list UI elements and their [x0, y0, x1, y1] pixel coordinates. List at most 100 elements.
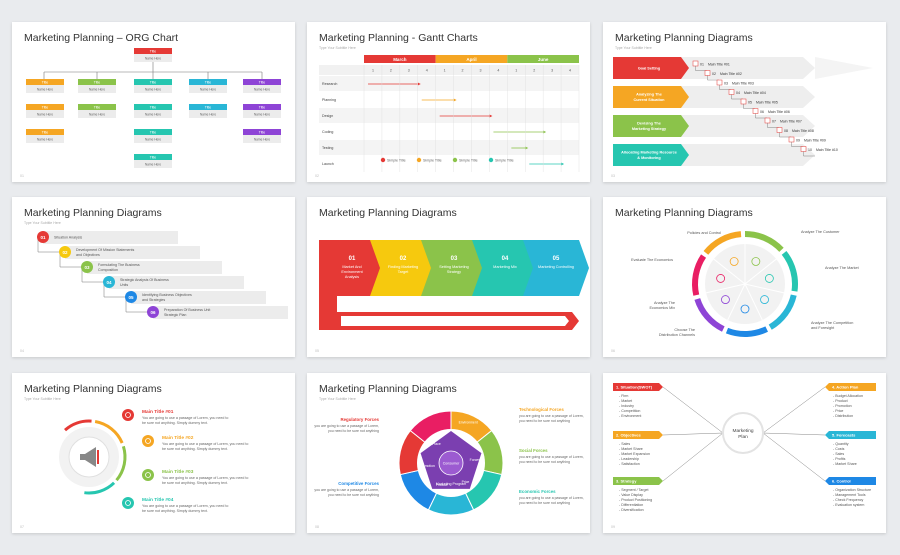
slide-title: Marketing Planning Diagrams: [615, 32, 753, 44]
forces-text: you need to be sure not anything: [328, 493, 379, 497]
step-item-number: 08: [784, 129, 788, 133]
step-item-number: 09: [796, 139, 800, 143]
step-label: Devising The: [637, 122, 661, 126]
stair-band: [109, 276, 244, 289]
slide-subtitle: Type Your Subtitle Here: [319, 46, 356, 50]
slide-gantt[interactable]: Marketing Planning - Gantt Charts Type Y…: [307, 22, 590, 182]
stair-number: 01: [40, 235, 46, 240]
step-label: & Monitoring: [637, 156, 661, 160]
cycle-label: Evaluate The Economics: [631, 258, 673, 262]
org-box-name-text: Name Here: [145, 163, 162, 167]
process-arrow: [370, 240, 436, 296]
slide-cycle[interactable]: Marketing Planning Diagrams Analyze The …: [603, 197, 886, 357]
org-box-name-text: Name Here: [145, 88, 162, 92]
slide-mindmap[interactable]: 1. Situation(SWOT) - Firm - Market - Indust…: [603, 373, 886, 533]
slide-megaphone-list[interactable]: Marketing Planning Diagrams Type Your Su…: [12, 373, 295, 533]
slide-number: 09: [611, 525, 615, 529]
org-box-title-text: Title: [94, 81, 101, 85]
gantt-task-label: Design: [322, 114, 333, 118]
forces-ring-label: Price: [462, 480, 470, 484]
org-box-title: [189, 79, 227, 85]
org-box-name-text: Name Here: [37, 113, 54, 117]
step-arrow-tip: [815, 57, 873, 79]
list-item-text: be sure not anything. Simply dummy text.: [162, 447, 228, 451]
step-item-marker: [776, 127, 783, 133]
step-item-number: 04: [736, 91, 740, 95]
slide-subtitle: Type Your Subtitle Here: [24, 397, 61, 401]
cycle-icon: [729, 257, 739, 266]
org-box-name-text: Name Here: [37, 138, 54, 142]
mindmap-branch-title: 3. Strategy: [616, 479, 637, 484]
gantt-month-label: April: [466, 57, 476, 62]
org-box-title-text: Title: [259, 131, 266, 135]
cycle-arc: [692, 254, 707, 296]
stair-connector: [81, 269, 104, 283]
gantt-legend-dot: [416, 157, 422, 163]
org-box-title: [134, 129, 172, 135]
gantt-bar-arrow: [561, 162, 565, 166]
mindmap-branch-item: - Differentiation: [619, 503, 643, 507]
mindmap-center: [722, 412, 764, 454]
step-item-marker: [800, 146, 807, 152]
slide-subtitle: Type Your Subtitle Here: [24, 221, 61, 225]
gantt-legend-label: Simple Title: [387, 159, 406, 163]
org-box-name: [26, 85, 64, 93]
slide-arrows[interactable]: Marketing Planning Diagrams 01 Market And…: [307, 197, 590, 357]
org-box-name: [26, 110, 64, 118]
step-item-title: Main Title #09: [804, 139, 826, 143]
slide-org-chart[interactable]: Marketing Planning – ORG Chart Title Name…: [12, 22, 295, 182]
stair-circle: [81, 261, 93, 273]
forces-ring-label: Forces: [470, 458, 481, 462]
stair-connector: [125, 299, 148, 313]
gantt-week-label: 2: [390, 69, 392, 73]
slide-title: Marketing Planning Diagrams: [319, 207, 457, 219]
step-item-marker: [752, 108, 759, 114]
org-box-title: [134, 154, 172, 160]
list-arc: [64, 419, 92, 432]
gantt-legend-dot: [488, 157, 494, 163]
mindmap-connector: [762, 432, 826, 482]
gantt-month-label: June: [538, 57, 549, 62]
forces-title: Technological Forces: [519, 407, 564, 412]
slide-number: 06: [611, 349, 615, 353]
cycle-arc: [768, 294, 797, 330]
slide-title: Marketing Planning Diagrams: [319, 383, 457, 395]
cycle-divider: [727, 283, 746, 321]
step-label-box: [613, 86, 689, 108]
mindmap-branch-title: 6. Control: [832, 479, 851, 484]
gantt-week-label: 3: [551, 69, 553, 73]
stair-band: [87, 261, 222, 274]
cycle-divider: [713, 258, 746, 285]
step-item-marker: [704, 70, 711, 76]
step-item-title: Main Title #10: [816, 148, 838, 152]
process-text: Target: [398, 270, 409, 274]
list-item-icon: [125, 500, 131, 506]
cycle-label: Distribution Channels: [659, 333, 695, 337]
org-box-title: [243, 129, 281, 135]
org-box-title: [26, 79, 64, 85]
gantt-week-label: 1: [444, 69, 446, 73]
slide-title: Marketing Planning Diagrams: [24, 383, 162, 395]
mindmap-branch-item: - Promotion: [833, 404, 852, 408]
slide-staircase[interactable]: Marketing Planning Diagrams Type Your Su…: [12, 197, 295, 357]
gantt-chart: March April June 1 2 3 4 1 2 3 4 1 2 3 4 Research Planni…: [319, 55, 580, 172]
slide-forces[interactable]: Marketing Planning Diagrams Type Your Su…: [307, 373, 590, 533]
process-number: 03: [451, 256, 458, 262]
step-item-title: Main Title #03: [732, 82, 754, 86]
step-label: Marketing Strategy: [632, 127, 667, 131]
step-label-box: [613, 144, 689, 166]
forces-text: you are going to use a passage of Lorem,: [314, 488, 379, 492]
mindmap-branch-item: - Costs: [833, 447, 845, 451]
org-box-title: [78, 104, 116, 110]
cycle-icon: [764, 274, 774, 283]
slide-planning-steps[interactable]: Marketing Planning Diagrams Type Your Su…: [603, 22, 886, 182]
step-item-marker: [692, 60, 699, 67]
step-item-title: Main Title #04: [744, 91, 766, 95]
gantt-task-row: [319, 76, 579, 91]
gantt-bar-arrow: [525, 146, 529, 150]
process-text: Market And: [342, 265, 361, 269]
gantt-task-row: [319, 140, 579, 155]
gantt-task-row: [319, 124, 579, 139]
